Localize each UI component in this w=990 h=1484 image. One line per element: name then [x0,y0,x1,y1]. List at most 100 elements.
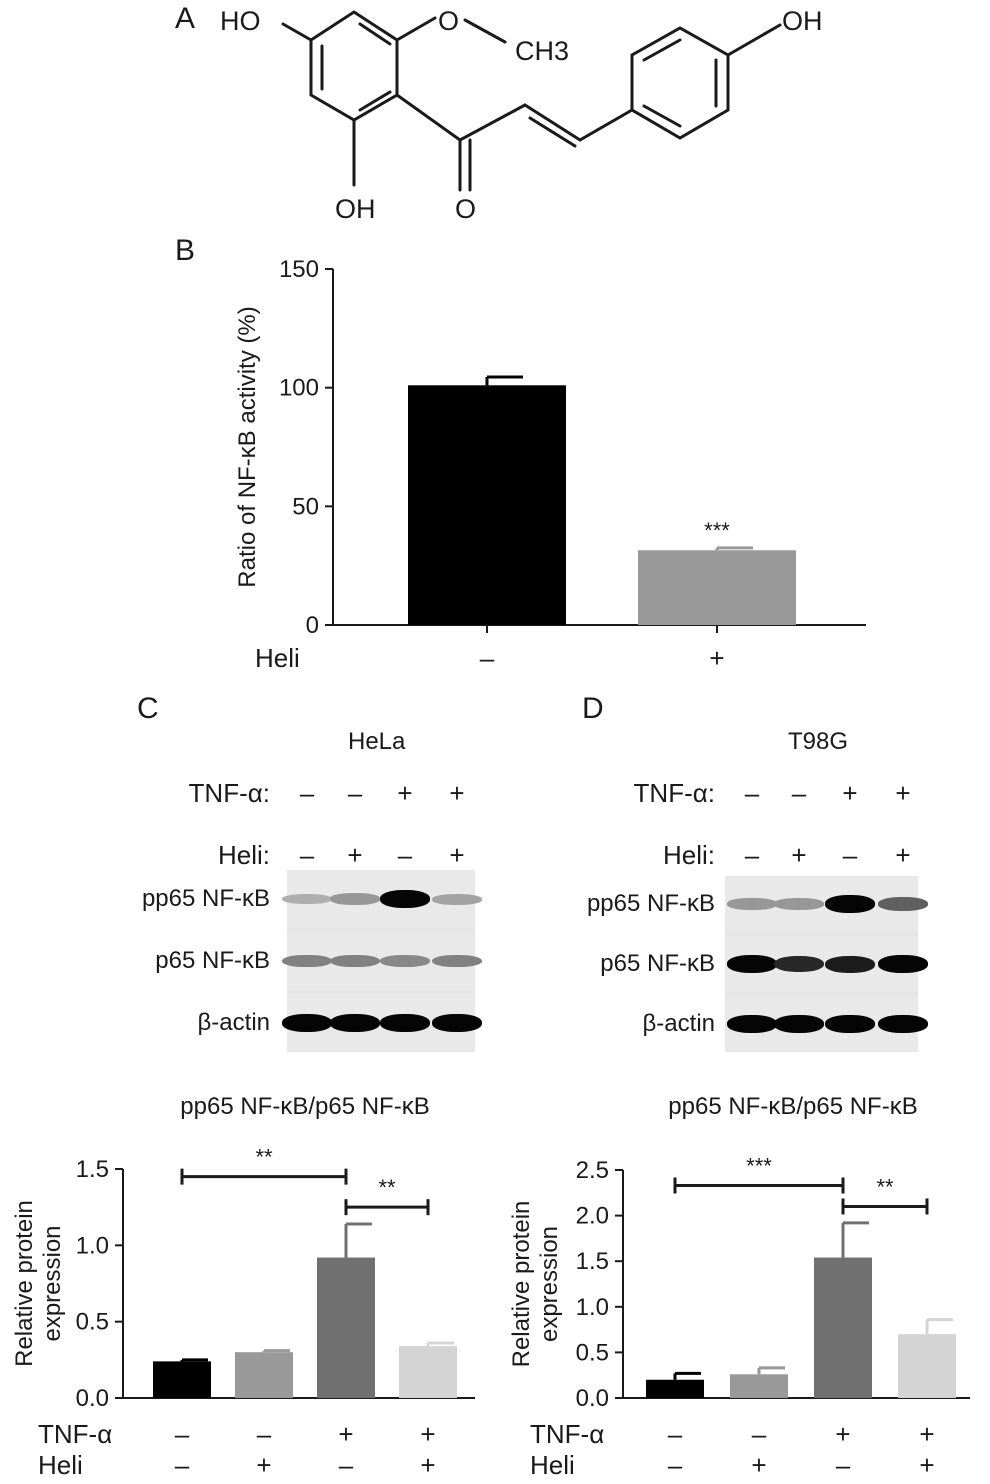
y-tick-label: 0 [306,612,319,639]
chart-hela-quant: pp65 NF-κB/p65 NF-κB 0.0 0.5 1.0 1.5 Relative… [11,1093,475,1480]
panel-label-c: C [137,692,159,725]
tnf-sign: – [791,778,807,808]
condition-sign: – [836,1450,851,1480]
band [282,954,332,968]
blot-row-label: β-actin [642,1010,716,1037]
y-tick-label: 1.5 [576,1248,609,1275]
y-axis-label: Ratio of NF-κB activity (%) [234,306,261,587]
bar-2 [317,1257,375,1398]
y-tick-label: 0.0 [76,1385,109,1412]
heli-sign: – [299,840,315,870]
band [774,1015,824,1033]
band [727,1015,777,1033]
band [727,955,777,973]
heli-sign: + [449,840,465,870]
y-tick-label: 0.0 [576,1385,609,1412]
label-ch3: CH3 [515,36,569,66]
tnf-sign: + [397,778,413,808]
bracket-label: ** [876,1174,894,1199]
band [380,954,430,968]
condition-sign: – [175,1450,190,1480]
band [330,954,380,968]
label-oh-right: OH [782,6,823,36]
y-tick-label: 1.5 [76,1156,109,1183]
band [774,898,824,910]
tnf-row-label: TNF-α: [633,778,715,808]
heli-sign: + [791,840,807,870]
blot-image [282,870,482,1052]
y-tick-label: 0.5 [76,1309,109,1336]
label-o-carbonyl: O [455,194,476,224]
bracket-label: ** [378,1175,396,1200]
heli-row-label: Heli: [662,840,715,870]
blot-row-p65 [725,936,928,992]
condition-sign: + [420,1450,435,1480]
chart-title: pp65 NF-κB/p65 NF-κB [668,1093,917,1120]
condition-sign: + [919,1450,934,1480]
blot-row-label: β-actin [197,1009,271,1036]
blot-row-pp65 [725,876,928,932]
blot-row-pp65 [282,870,482,928]
band [825,895,875,913]
tnf-sign: + [842,778,858,808]
y-tick-label: 2.5 [576,1157,609,1184]
bar-0 [646,1379,704,1398]
heli-sign: – [397,840,413,870]
bar-2 [814,1257,872,1398]
condition-sign: – [668,1419,683,1449]
band [878,1015,928,1033]
condition-sign: – [752,1419,767,1449]
bar-1 [730,1374,788,1398]
y-tick-label: 100 [279,375,319,402]
condition-sign: + [338,1419,353,1449]
condition-row-label: Heli [255,643,300,673]
band [727,898,777,910]
panel-label-d: D [582,692,604,725]
heli-row-label: Heli: [217,840,270,870]
heli-sign: – [744,840,760,870]
bar-1 [235,1352,293,1398]
tnf-sign: – [744,778,760,808]
label-o-methoxy: O [438,6,459,36]
condition-row-label: TNF-α [530,1419,604,1449]
label-oh-bottom: OH [335,194,376,224]
blot-row-actin [725,996,928,1052]
ring-left [309,10,399,122]
band [432,954,482,968]
condition-sign: + [420,1419,435,1449]
y-tick-label: 0.5 [576,1339,609,1366]
y-tick-label: 1.0 [76,1232,109,1259]
heli-sign: + [895,840,911,870]
y-tick-label: 2.0 [576,1203,609,1230]
band [825,955,875,973]
y-axis-label: Relative proteinexpression [11,1200,66,1367]
band [380,1014,430,1032]
band [878,955,928,973]
bracket-label: ** [255,1145,273,1170]
condition-sign: + [919,1419,934,1449]
blot-row-p65 [282,932,482,990]
band [330,1014,380,1032]
chart-t98g-quant: pp65 NF-κB/p65 NF-κB 0.0 0.5 1.0 1.5 2.0 2.5 Re… [508,1093,970,1480]
band [330,893,380,905]
cell-line-t98g: T98G [788,728,849,755]
bar-1 [638,550,796,625]
y-tick-label: 50 [292,493,319,520]
band [878,897,928,911]
condition-sign: – [339,1450,354,1480]
tnf-row-label: TNF-α: [188,778,270,808]
bar-0 [408,385,566,625]
condition-sign: – [668,1450,683,1480]
y-tick-label: 150 [279,256,319,283]
band [432,1014,482,1032]
panel-label-b: B [175,234,196,267]
bar-3 [399,1346,457,1398]
condition-sign: – [480,643,495,673]
bracket-label: *** [746,1154,772,1179]
condition-row-label: TNF-α [38,1419,112,1449]
band [432,893,482,905]
significance-label: *** [704,518,730,543]
bar-0 [153,1361,211,1398]
chart-title: pp65 NF-κB/p65 NF-κB [180,1093,429,1120]
tnf-sign: + [895,778,911,808]
